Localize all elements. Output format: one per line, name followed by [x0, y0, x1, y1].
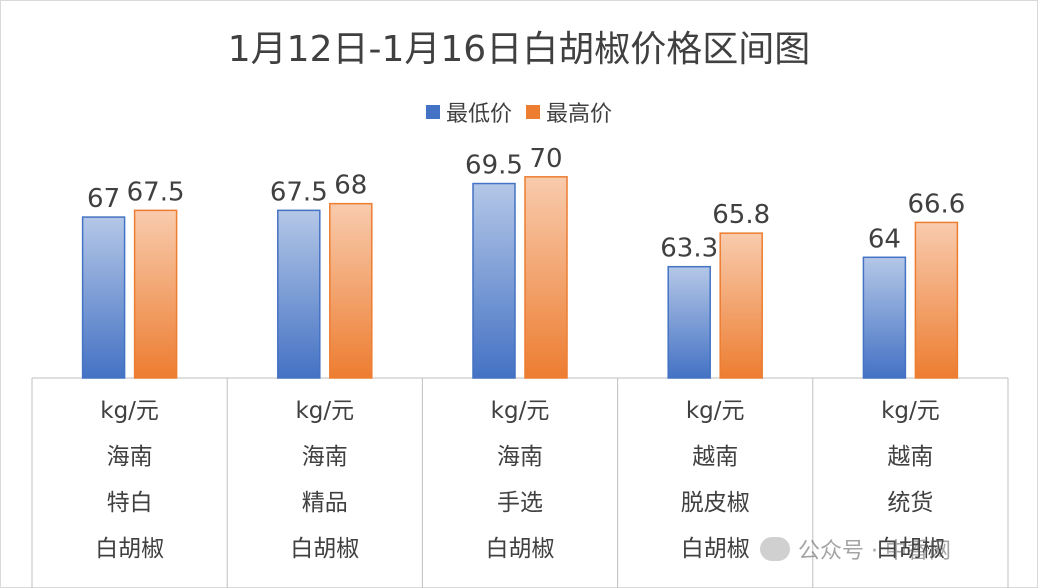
bar-min-price [277, 209, 321, 379]
category-label: 手选 [497, 490, 543, 516]
bar-min-price [81, 216, 126, 379]
data-label-min: 67 [87, 184, 120, 214]
chart-title: 1月12日-1月16日白胡椒价格区间图 [227, 29, 811, 70]
bar-min-price [862, 256, 907, 379]
data-label-max: 65.8 [712, 200, 770, 230]
data-label-max: 67.5 [127, 177, 185, 207]
bar-min-price [472, 182, 516, 379]
category-label: kg/元 [295, 398, 354, 424]
category-label: 海南 [302, 444, 348, 470]
category-label: kg/元 [100, 398, 159, 424]
legend-label-max: 最高价 [546, 102, 613, 127]
data-label-min: 69.5 [465, 151, 523, 181]
legend-label-min: 最低价 [445, 102, 512, 127]
category-label: kg/元 [881, 398, 940, 424]
category-label: 白胡椒 [681, 536, 750, 562]
category-label: kg/元 [491, 398, 550, 424]
data-label-max: 70 [529, 144, 562, 174]
bar-max-price [329, 202, 373, 379]
bar-max-price [133, 209, 178, 379]
category-label: 特白 [107, 490, 153, 516]
legend-item-min: 最低价 [425, 96, 512, 128]
category-label: 白胡椒 [876, 536, 945, 562]
bar-min-price [667, 265, 711, 379]
data-label-min: 67.5 [270, 177, 328, 207]
category-label: 海南 [497, 444, 543, 470]
category-label: 越南 [887, 444, 933, 470]
category-label: 脱皮椒 [681, 490, 750, 516]
category-label: kg/元 [686, 398, 745, 424]
legend-swatch-max [526, 105, 540, 119]
data-label-max: 68 [334, 171, 367, 201]
category-label: 白胡椒 [486, 536, 555, 562]
data-label-min: 63.3 [660, 234, 718, 264]
category-label: 白胡椒 [290, 536, 359, 562]
legend-swatch-min [425, 105, 440, 119]
data-label-min: 64 [868, 224, 901, 254]
legend-item-max: 最高价 [526, 96, 612, 128]
category-label: 海南 [107, 444, 153, 470]
legend: 最低价 最高价 [0, 96, 1038, 128]
bar-max-price [914, 221, 959, 379]
category-label: 越南 [692, 444, 738, 470]
category-label: 精品 [302, 490, 348, 516]
bar-max-price [719, 232, 763, 379]
bar-max-price [524, 176, 568, 379]
data-label-max: 66.6 [907, 189, 965, 219]
category-label: 白胡椒 [95, 536, 164, 562]
category-label: 统货 [887, 490, 933, 516]
